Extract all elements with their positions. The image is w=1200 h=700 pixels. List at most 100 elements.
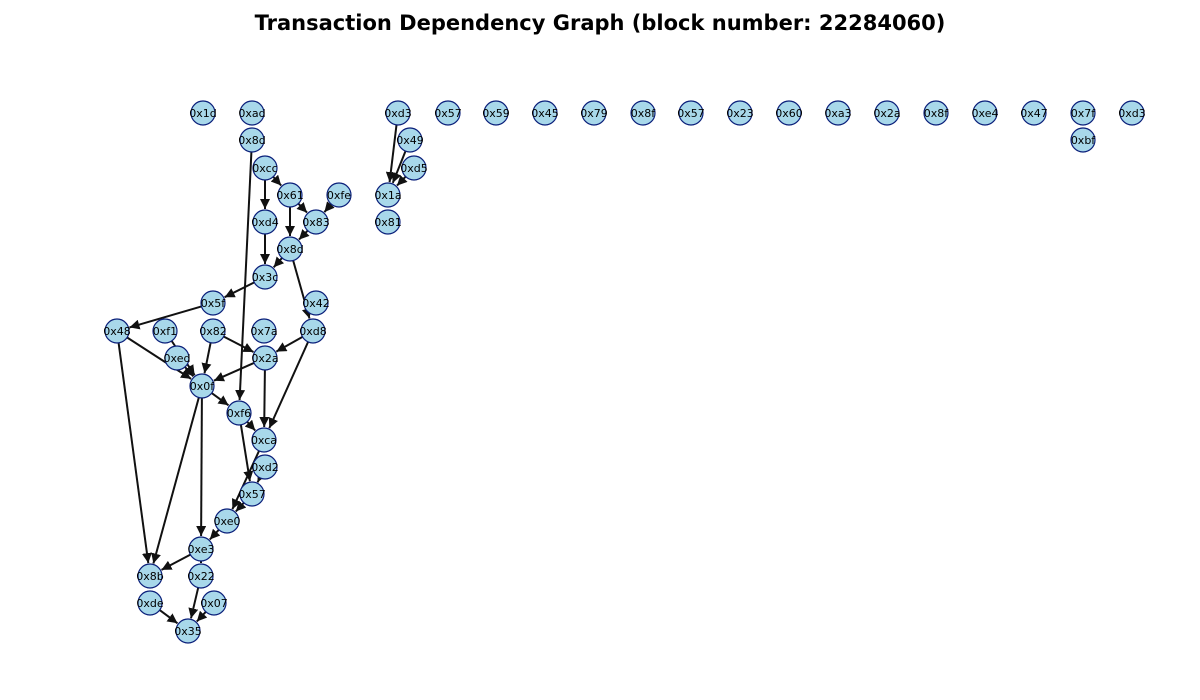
node-circle [1070,100,1096,126]
graph-node: 0xf1 [152,318,178,344]
graph-node: 0xe4 [972,100,999,126]
node-circle [190,100,216,126]
edge-n17-n22 [268,341,310,429]
edge-n8-n9 [298,228,310,241]
node-label: 0xd3 [384,107,412,120]
node-label: 0xa3 [824,107,851,120]
node-label: 0x8f [631,107,657,120]
graph-node: 0xed [164,345,190,371]
node-label: 0xd4 [251,216,279,229]
graph-node: 0xcc [252,155,278,181]
node-label: 0xe3 [188,543,215,556]
node-circle [776,100,802,126]
graph-node: 0xd2 [251,454,279,480]
node-circle [239,127,265,153]
edge-n5-n8 [296,201,308,214]
edge-n19-n20 [213,361,255,382]
graph-node: 0x7f [1070,100,1096,126]
node-label: 0xcc [252,162,277,175]
edge-n28-n31 [188,587,200,619]
node-circle [630,100,656,126]
node-circle [251,318,277,344]
node-label: 0x57 [238,488,266,501]
graph-node: 0xa3 [824,100,852,126]
graph-node: 0xad [238,100,266,126]
node-circle [303,209,329,235]
node-circle [188,536,214,562]
node-label: 0x8d [276,243,304,256]
graph-node: 0xe3 [188,536,215,562]
node-label: 0x82 [199,325,227,338]
node-circle [189,373,215,399]
node-label: 0xbf [1071,134,1096,147]
graph-node: 0xfe [326,182,352,208]
edge-n10-n11 [224,281,255,299]
node-circle [375,182,401,208]
node-circle [252,155,278,181]
node-label: 0xd5 [400,162,428,175]
node-label: 0x60 [775,107,803,120]
node-label: 0xfe [327,189,351,202]
node-label: 0x45 [531,107,559,120]
node-circle [727,100,753,126]
node-label: 0x79 [580,107,608,120]
graph-node: 0x07 [200,590,228,616]
node-circle [252,209,278,235]
edge-n30-n31 [196,610,208,623]
node-circle [375,209,401,235]
node-circle [201,590,227,616]
edge-n15-n19 [223,335,254,353]
edge-n15-n20 [201,342,212,374]
node-circle [277,236,303,262]
edge-n11-n13 [129,305,202,330]
graph-node: 0x8d [238,127,266,153]
node-label: 0xd2 [251,461,279,474]
node-label: 0x42 [302,297,330,310]
node-circle [200,290,226,316]
edge-n25-n26 [209,528,221,541]
graph-node: 0x23 [726,100,754,126]
node-label: 0xd3 [1118,107,1146,120]
graph-title: Transaction Dependency Graph (block numb… [254,11,946,35]
node-label: 0x57 [434,107,462,120]
node-circle [239,100,265,126]
edge-n4-n5 [270,174,282,187]
edge-n23-n24 [256,471,267,483]
edge-n20-n27 [151,397,200,564]
graph-node: 0x81 [374,209,402,235]
node-label: 0x1a [374,189,401,202]
node-label: 0x61 [276,189,304,202]
graph-node: 0xf6 [226,400,252,426]
edge-n32-n35 [385,124,398,183]
graph-node: 0x35 [174,618,202,644]
edge-n13-n27 [117,342,152,564]
graph-node: 0xd3 [1118,100,1146,126]
edge-n17-n19 [275,336,303,353]
graph-node: 0x47 [1020,100,1048,126]
node-circle [188,563,214,589]
node-label: 0x7a [250,325,277,338]
node-circle [300,318,326,344]
node-circle [239,481,265,507]
node-label: 0xe4 [972,107,999,120]
edge-n34-n35 [396,174,408,187]
node-label: 0xf6 [227,407,251,420]
node-circle [175,618,201,644]
node-label: 0x83 [302,216,330,229]
graph-node: 0x7a [250,318,278,344]
edge-n26-n27 [161,553,191,571]
graph-node: 0x2a [873,100,901,126]
node-layer: 0x1d 0xad 0x8d 0xcc 0x61 0xfe 0xd4 0x83 0x8d 0x3c… [103,100,1146,644]
node-circle [532,100,558,126]
node-label: 0x8f [924,107,950,120]
node-label: 0x47 [1020,107,1048,120]
graph-node: 0x57 [434,100,462,126]
node-label: 0x81 [374,216,402,229]
node-circle [277,182,303,208]
graph-node: 0x1a [374,182,402,208]
node-circle [397,127,423,153]
edge-n20-n26 [196,397,207,537]
node-label: 0x5f [201,297,227,310]
graph-node: 0x8b [136,563,164,589]
